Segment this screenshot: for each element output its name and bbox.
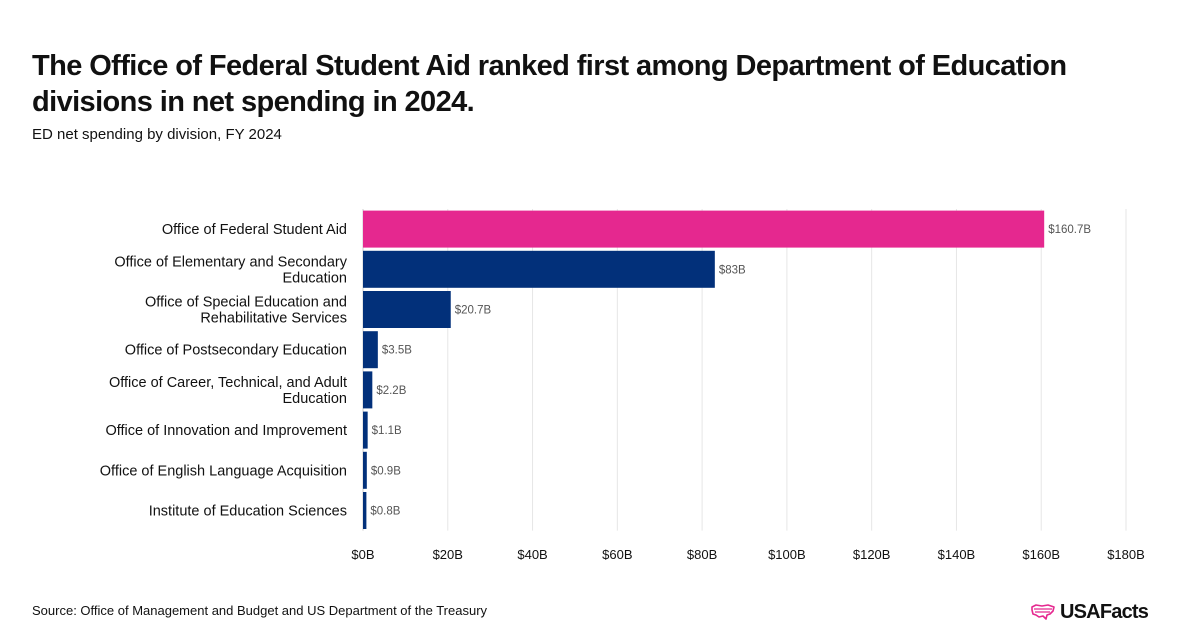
bar	[363, 331, 378, 369]
bar	[363, 250, 715, 288]
bar-value-label: $1.1B	[372, 425, 402, 437]
bar	[363, 492, 367, 529]
bar	[363, 451, 367, 489]
bar	[363, 411, 368, 449]
category-label: Institute of Education Sciences	[149, 504, 347, 520]
bar-value-label: $20.7B	[455, 305, 492, 317]
x-tick-label: $160B	[1022, 547, 1060, 562]
value-labels: $160.7B $83B $20.7B $3.5B $2.2B $1.1B $0.9B $0.…	[370, 224, 1091, 517]
category-label: Office of Federal Student Aid	[162, 222, 347, 238]
x-tick-label: $60B	[602, 547, 632, 562]
category-label: Office of Special Education and Rehabilit…	[145, 295, 347, 327]
bar-value-label: $2.2B	[376, 385, 406, 397]
chart-title: The Office of Federal Student Aid ranked…	[32, 50, 1067, 118]
bar-value-label: $0.9B	[371, 465, 401, 477]
bar-value-label: $83B	[719, 264, 746, 276]
bar-value-label: $160.7B	[1048, 224, 1091, 236]
bar-chart: Office of Federal Student Aid Office of E…	[100, 209, 1145, 562]
x-tick-label: $120B	[853, 547, 891, 562]
bar-value-label: $0.8B	[370, 506, 400, 518]
x-tick-label: $20B	[433, 547, 463, 562]
bar	[363, 371, 373, 409]
category-label: Office of Career, Technical, and Adult Ed…	[109, 375, 347, 407]
chart-subtitle: ED net spending by division, FY 2024	[32, 126, 282, 143]
x-tick-label: $80B	[687, 547, 717, 562]
category-label: Office of Innovation and Improvement	[105, 423, 347, 439]
bar	[363, 210, 1045, 248]
bar-value-label: $3.5B	[382, 345, 412, 357]
bar	[363, 291, 451, 328]
x-tick-label: $140B	[938, 547, 976, 562]
x-axis-tick-labels: $0B $20B $40B $60B $80B $100B $120B $140B $160B $…	[351, 547, 1144, 562]
x-tick-label: $180B	[1107, 547, 1145, 562]
x-tick-label: $100B	[768, 547, 806, 562]
category-label: Office of Elementary and Secondary Educat…	[114, 254, 347, 286]
us-map-icon	[1031, 604, 1055, 620]
bars	[363, 210, 1045, 529]
category-label: Office of English Language Acquisition	[100, 463, 347, 479]
x-tick-label: $0B	[351, 547, 374, 562]
usafacts-logo: USAFacts	[1030, 600, 1149, 624]
category-labels: Office of Federal Student Aid Office of E…	[100, 222, 348, 519]
category-label: Office of Postsecondary Education	[125, 343, 347, 359]
brand-name: USAFacts	[1060, 600, 1149, 623]
x-tick-label: $40B	[517, 547, 547, 562]
source-note: Source: Office of Management and Budget …	[32, 603, 488, 618]
